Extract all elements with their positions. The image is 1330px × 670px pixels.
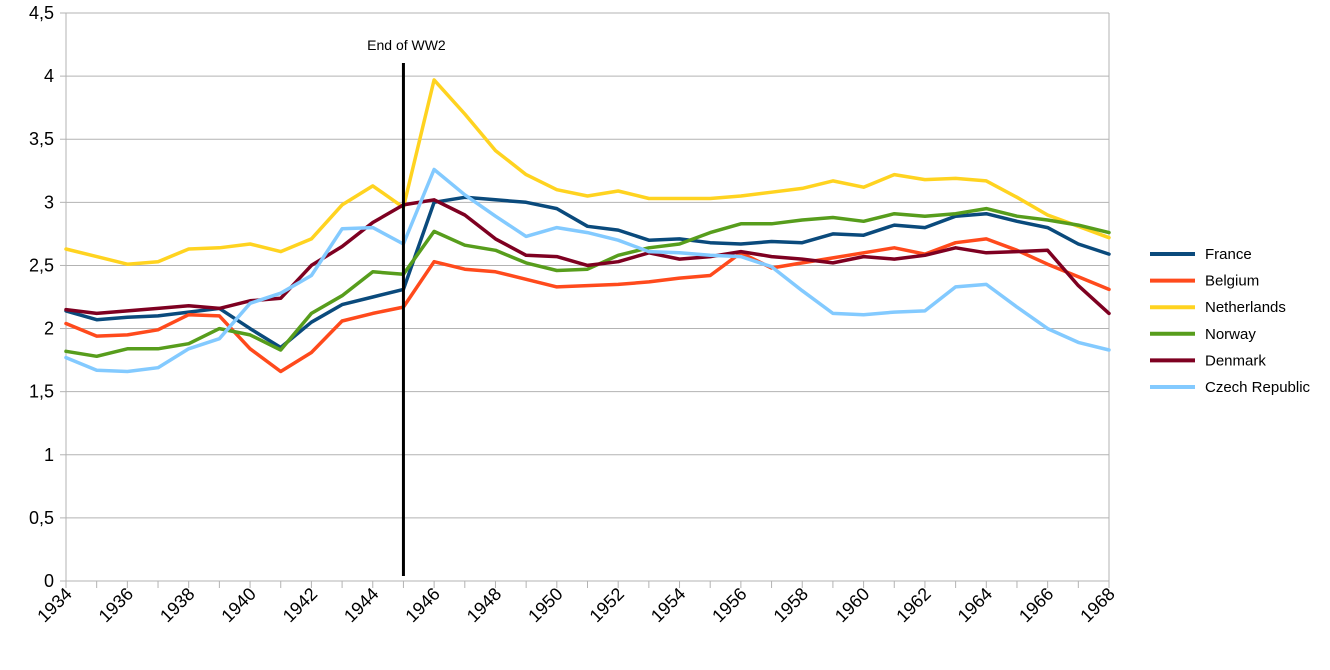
x-tick-label: 1934 [33,584,75,626]
series-lines [64,78,1111,374]
series-line-denmark [64,198,1111,316]
y-tick-label: 1 [44,445,54,465]
y-tick-label: 3 [44,192,54,212]
y-tick-label: 4,5 [29,3,54,23]
x-tick-label: 1966 [1015,584,1057,626]
y-axis-ticks: 0 0,5 1 1,5 2 2,5 3 3,5 4 4,5 [29,3,66,591]
x-tick-label: 1958 [770,584,812,626]
y-tick-label: 0 [44,571,54,591]
legend-label: Czech Republic [1205,379,1311,396]
x-tick-label: 1954 [647,584,689,626]
x-tick-label: 1936 [95,584,137,626]
x-tick-label: 1946 [401,584,443,626]
y-tick-label: 2,5 [29,255,54,275]
y-tick-label: 3,5 [29,129,54,149]
x-tick-label: 1964 [954,584,996,626]
x-tick-label: 1956 [708,584,750,626]
y-tick-label: 4 [44,66,54,86]
legend-label: Netherlands [1205,299,1286,316]
annotation: End of WW2 [367,37,446,576]
x-tick-label: 1938 [156,584,198,626]
legend-label: France [1205,246,1252,263]
y-tick-label: 1,5 [29,382,54,402]
ww2-annotation-label: End of WW2 [367,37,446,53]
x-tick-label: 1944 [340,584,382,626]
x-axis-ticks: 1934 1936 1938 1940 1942 1944 1946 1948 1950 1952… [33,581,1119,626]
legend: France Belgium Netherlands Norway Denmark Cze… [1150,246,1311,396]
x-tick-label: 1960 [831,584,873,626]
legend-label: Belgium [1205,273,1259,290]
x-tick-label: 1942 [279,584,321,626]
legend-label: Denmark [1205,352,1266,369]
x-tick-label: 1948 [463,584,505,626]
y-tick-label: 2 [44,319,54,339]
axes [65,13,1110,582]
x-tick-label: 1962 [892,584,934,626]
series-line-czech-republic [64,167,1111,374]
legend-label: Norway [1205,326,1256,343]
x-tick-label: 1968 [1076,584,1118,626]
x-tick-label: 1950 [524,584,566,626]
x-tick-label: 1940 [217,584,259,626]
x-tick-label: 1952 [586,584,628,626]
series-line-france [64,195,1111,350]
y-tick-label: 0,5 [29,508,54,528]
series-line-belgium [64,237,1111,374]
series-line-norway [64,206,1111,359]
series-line-netherlands [64,78,1111,266]
